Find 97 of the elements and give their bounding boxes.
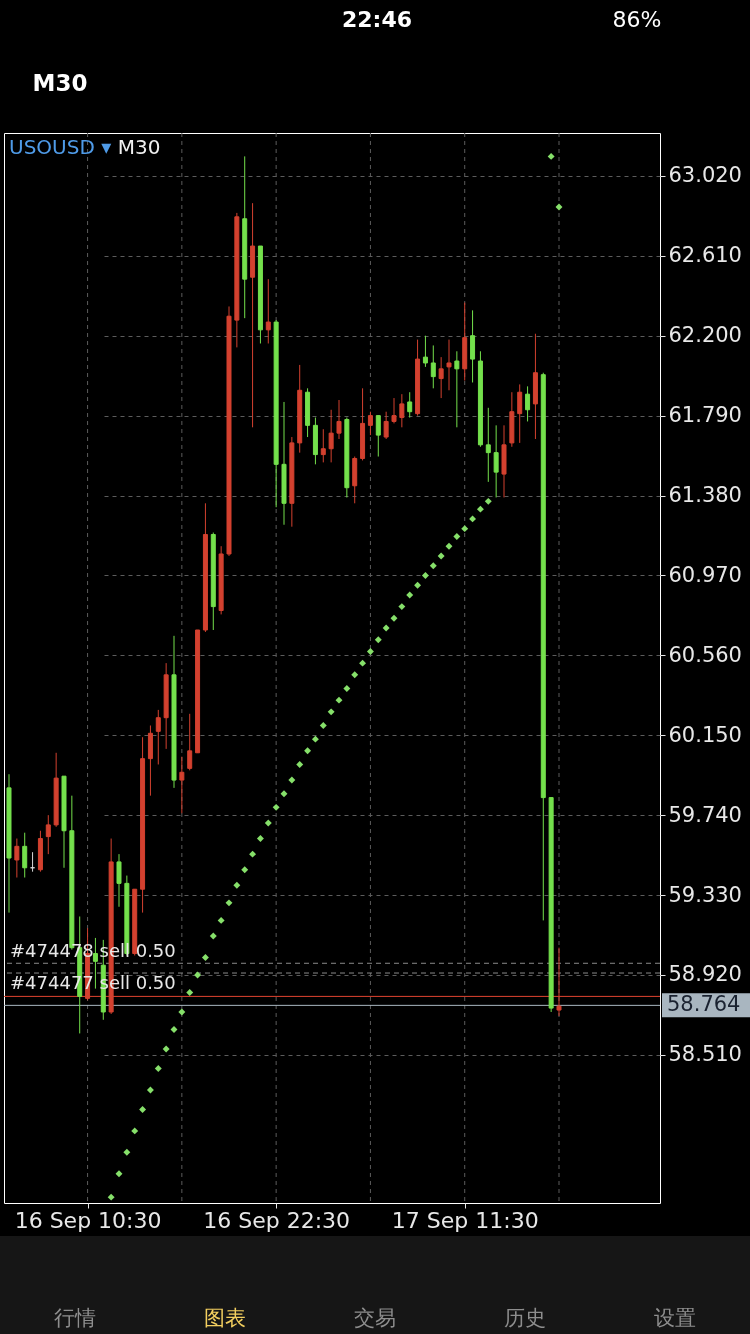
candlestick [265, 278, 271, 344]
y-tick-label: 61.790 [668, 403, 742, 428]
point [241, 866, 249, 874]
point [186, 989, 194, 996]
candlestick [336, 399, 342, 440]
y-tick-label: 62.200 [668, 323, 742, 348]
point [311, 735, 319, 743]
chart-subtitle: M30 [117, 135, 161, 159]
candlestick [399, 393, 405, 428]
text: 设置 [654, 1306, 696, 1330]
candlestick [14, 838, 20, 879]
point [288, 776, 296, 784]
candlestick [485, 407, 491, 483]
candlestick [179, 756, 185, 814]
chart-title: USOUSD ▾ [9, 135, 112, 159]
x-tick-label: 17 Sep 11:30 [391, 1207, 539, 1233]
text: 22:46 [341, 7, 413, 32]
point [209, 932, 217, 940]
candlestick [187, 713, 193, 771]
text: M30 [32, 70, 88, 96]
y-tick-label: 60.150 [668, 722, 742, 747]
candlestick [391, 397, 397, 424]
point [398, 603, 406, 611]
point [445, 542, 453, 550]
candlestick [556, 947, 562, 1017]
point [264, 819, 272, 827]
point [249, 850, 257, 858]
text: 历史 [504, 1306, 546, 1330]
point [437, 552, 445, 560]
candlestick [525, 385, 531, 422]
point [406, 591, 414, 599]
candlestick [438, 356, 444, 399]
point [429, 562, 437, 570]
point [555, 203, 563, 211]
point [225, 899, 233, 907]
candlestick [383, 411, 389, 440]
point [374, 636, 382, 644]
text: 图表 [204, 1306, 246, 1330]
point [107, 1193, 115, 1201]
point [319, 722, 327, 729]
point [382, 624, 390, 632]
text: 行情 [54, 1306, 96, 1330]
y-tick-label: 61.380 [668, 483, 742, 508]
point [296, 761, 304, 768]
point [461, 525, 469, 533]
candlestick [22, 832, 28, 879]
point [343, 685, 351, 692]
y-tick-label: 58.510 [668, 1042, 742, 1067]
candlestick [375, 415, 381, 458]
y-tick-label: 62.610 [668, 243, 742, 268]
point [390, 614, 398, 622]
candlestick [422, 335, 428, 368]
point [366, 647, 374, 655]
candlestick [45, 814, 51, 855]
point [256, 835, 264, 842]
text: 交易 [354, 1306, 396, 1330]
y-tick-label: 63.020 [668, 163, 742, 188]
point [421, 571, 429, 579]
point [484, 497, 492, 505]
y-tick-label: 58.920 [668, 962, 742, 987]
point [233, 881, 241, 889]
point [178, 1008, 186, 1016]
point [335, 696, 343, 704]
text: 86% [612, 7, 662, 32]
candlestick [493, 424, 499, 498]
point [453, 532, 461, 540]
y-tick-label: 59.740 [668, 802, 742, 827]
x-tick-label: 16 Sep 22:30 [203, 1207, 351, 1233]
y-tick-label: 60.560 [668, 642, 742, 667]
point [115, 1170, 123, 1178]
candlestick [155, 709, 161, 765]
point [162, 1045, 170, 1053]
point [304, 747, 312, 755]
point [469, 515, 477, 523]
point [327, 708, 335, 716]
point [280, 790, 288, 798]
point [131, 1127, 139, 1135]
point [201, 953, 209, 961]
point [154, 1065, 162, 1072]
point [139, 1105, 147, 1113]
candlestick [328, 409, 334, 463]
point [414, 581, 422, 589]
candlestick [517, 383, 523, 444]
candlestick [470, 309, 476, 383]
candlestick [320, 428, 326, 463]
candlestick [454, 350, 460, 428]
y-tick-label: 60.970 [668, 562, 742, 587]
candlestick [116, 853, 122, 908]
candlestick [367, 411, 373, 436]
candlestick [407, 391, 413, 419]
candlestick [446, 339, 452, 391]
candlestick [430, 344, 436, 389]
ref-line-label: 58.764 [667, 992, 741, 1017]
point [476, 505, 484, 513]
x-tick-label: 16 Sep 10:30 [14, 1207, 162, 1233]
y-tick-label: 59.330 [668, 882, 742, 907]
point [359, 659, 367, 667]
